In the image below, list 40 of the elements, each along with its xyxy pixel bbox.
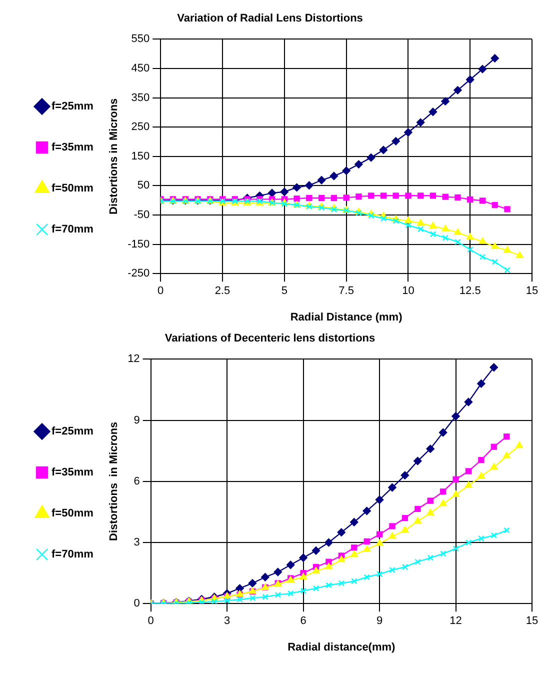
y-tick-label: 550 (131, 33, 150, 46)
y-tick-label: 9 (134, 414, 140, 426)
x-tick-label: 12.5 (459, 285, 481, 298)
y-tick-label: -50 (134, 209, 150, 222)
legend-label: f=35mm (52, 466, 94, 479)
y-tick-label: -150 (128, 238, 150, 250)
x-tick-label: 10 (402, 285, 414, 298)
y-tick-label: 350 (131, 92, 150, 104)
x-tick-label: 15 (526, 285, 538, 298)
x-axis-title: Radial distance(mm) (288, 641, 396, 654)
x-tick-label: 2.5 (214, 285, 230, 298)
chart-title: Variations of Decenteric lens distortions (164, 332, 376, 345)
legend-label: f=25mm (52, 100, 94, 113)
y-tick-label: 450 (131, 62, 150, 75)
legend-label: f=70mm (52, 224, 94, 236)
y-tick-label: 3 (134, 536, 140, 549)
legend-label: f=70mm (52, 548, 94, 561)
legend-label: f=50mm (52, 508, 94, 520)
y-tick-label: -250 (128, 268, 150, 280)
legend-label: f=25mm (52, 426, 94, 438)
y-axis-title: Distortions in Microns (108, 422, 120, 541)
y-tick-label: 250 (131, 121, 150, 134)
x-tick-label: 0 (158, 285, 164, 298)
y-tick-label: 50 (137, 180, 150, 192)
x-tick-label: 5 (281, 285, 288, 298)
chart-title: Variation of Radial Lens Distortions (177, 12, 363, 25)
y-tick-label: 0 (134, 598, 140, 610)
x-tick-label: 15 (526, 615, 538, 628)
x-tick-label: 6 (300, 615, 306, 628)
y-tick-label: 150 (131, 150, 150, 162)
y-axis-title: Distortions in Microns (108, 98, 120, 214)
x-tick-label: 9 (376, 615, 383, 628)
x-tick-label: 3 (224, 615, 230, 628)
y-tick-label: 6 (134, 475, 140, 488)
x-tick-label: 12 (450, 615, 462, 628)
legend-label: f=35mm (52, 142, 94, 154)
x-tick-label: 7.5 (338, 285, 354, 298)
legend-label: f=50mm (52, 182, 94, 195)
x-axis-title: Radial Distance (mm) (290, 311, 403, 324)
y-tick-label: 12 (128, 353, 140, 366)
